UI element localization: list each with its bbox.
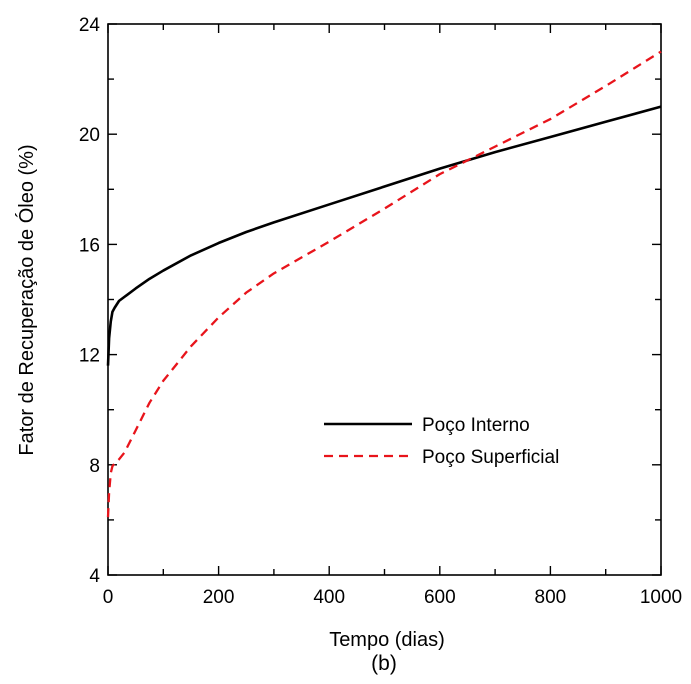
y-tick-label: 4 (89, 566, 100, 587)
y-tick-label: 8 (89, 456, 100, 477)
x-tick-label: 600 (424, 587, 456, 608)
x-tick-label: 800 (535, 587, 567, 608)
x-axis-title: Tempo (dias) (329, 629, 445, 651)
legend: Poço Interno Poço Superficial (324, 415, 559, 468)
y-axis: 4 8 12 16 20 24 (79, 15, 661, 587)
y-tick-label: 24 (79, 15, 101, 36)
legend-label-1: Poço Interno (422, 415, 530, 436)
series-line-2 (106, 50, 662, 518)
y-tick-label: 12 (79, 346, 100, 367)
x-tick-label: 200 (203, 587, 235, 608)
legend-label-2: Poço Superficial (422, 447, 559, 468)
series-line-1 (106, 105, 662, 366)
x-tick-label: 0 (103, 587, 114, 608)
plot-area (107, 23, 662, 576)
x-tick-label: 400 (313, 587, 345, 608)
x-axis: 0 200 400 600 800 1000 (103, 24, 682, 608)
plot-frame (107, 23, 662, 576)
x-tick-label: 1000 (640, 587, 682, 608)
y-tick-label: 20 (79, 125, 100, 146)
y-axis-title: Fator de Recuperação de Óleo (%) (15, 144, 38, 455)
figure-caption: (b) (371, 652, 397, 675)
series-layer (106, 50, 662, 518)
y-tick-label: 16 (79, 235, 100, 256)
